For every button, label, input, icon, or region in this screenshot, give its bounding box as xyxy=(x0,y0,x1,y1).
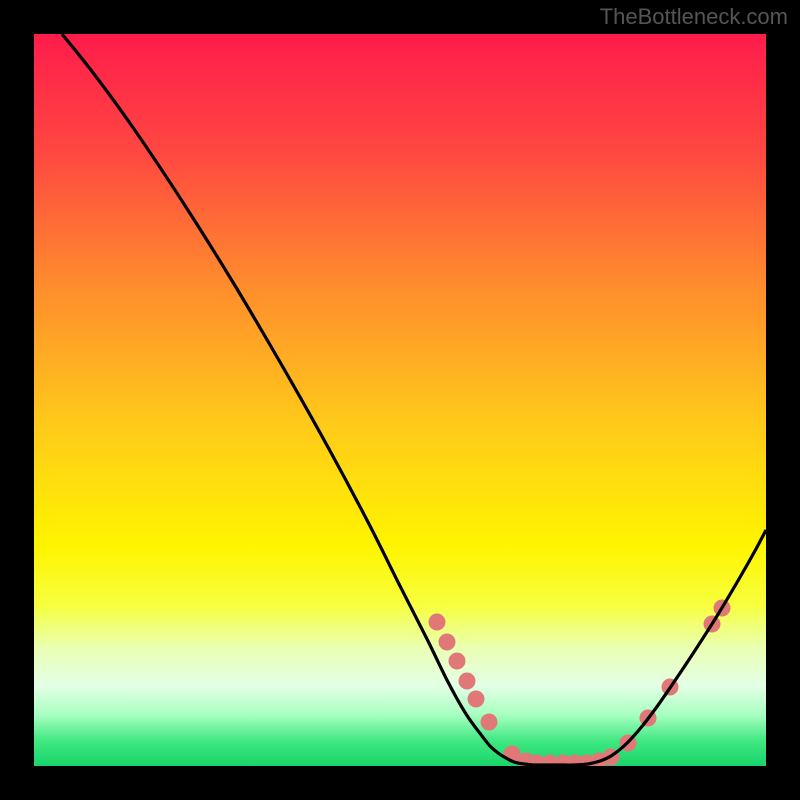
curve-layer xyxy=(34,34,766,766)
plot-area xyxy=(34,34,766,766)
chart-container: TheBottleneck.com xyxy=(0,0,800,800)
data-marker xyxy=(481,714,498,731)
data-marker xyxy=(468,691,485,708)
data-marker xyxy=(449,653,466,670)
data-marker xyxy=(459,673,476,690)
data-marker xyxy=(429,614,446,631)
watermark-text: TheBottleneck.com xyxy=(600,4,788,30)
data-marker xyxy=(439,634,456,651)
